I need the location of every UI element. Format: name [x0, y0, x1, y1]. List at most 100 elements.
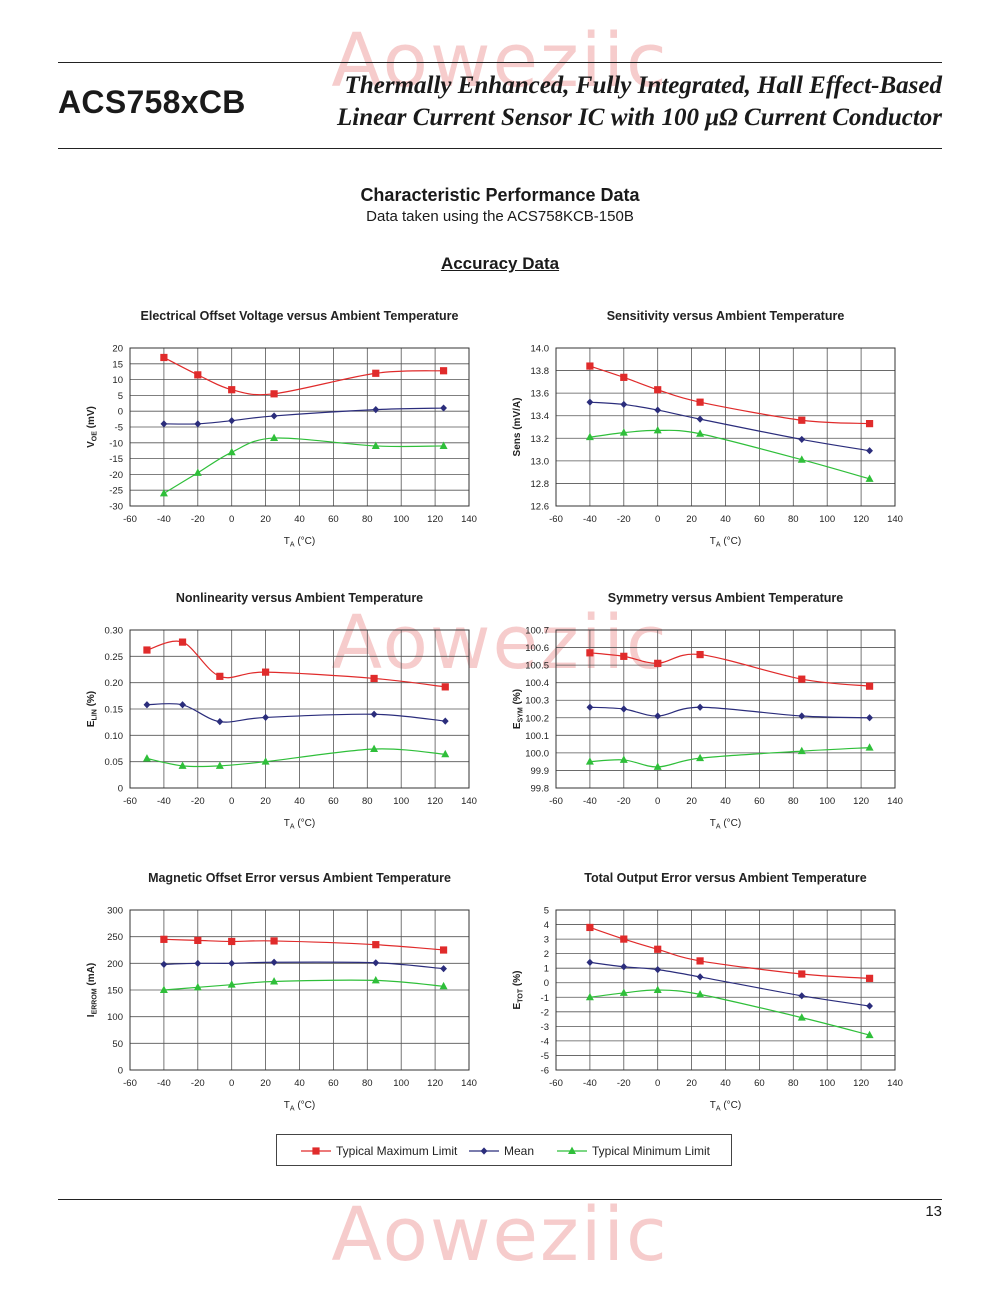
data-point-max [696, 650, 704, 659]
series-line-min [163, 437, 444, 494]
data-point-max [270, 390, 278, 398]
x-tick-label: 140 [461, 796, 477, 807]
data-point-mean [866, 447, 873, 455]
data-point-min [797, 455, 806, 463]
y-axis-label-unit: (%) [512, 689, 523, 707]
legend-svg: Typical Maximum Limit Mean Typical Minimum… [301, 1144, 711, 1158]
section-title: Characteristic Performance Data [360, 185, 640, 205]
data-point-mean [441, 717, 449, 725]
y-axis-label-main: V [86, 441, 97, 448]
data-point-min [619, 428, 628, 436]
y-tick-label: -25 [109, 486, 123, 497]
x-tick-label: 20 [686, 514, 697, 525]
chart-title: Magnetic Offset Error versus Ambient Tem… [148, 871, 451, 885]
y-tick-label: 100.3 [525, 696, 549, 707]
data-point-max [194, 936, 202, 944]
y-axis-label-unit: (mV) [86, 406, 97, 431]
y-tick-label: 0.25 [105, 652, 124, 663]
y-tick-label: 100 [107, 1012, 123, 1023]
x-tick-label: 100 [393, 796, 409, 807]
y-tick-label: 200 [107, 959, 123, 970]
data-point-mean [179, 701, 186, 709]
x-tick-label: 40 [294, 1078, 305, 1089]
data-point-min [865, 474, 874, 482]
data-point-max [865, 682, 874, 690]
y-axis-label-main: E [512, 722, 523, 729]
data-point-min [696, 989, 705, 998]
x-tick-label: 0 [655, 514, 660, 525]
data-point-min [159, 488, 168, 497]
x-axis-label-main: T [710, 536, 716, 547]
y-tick-label: 13.0 [531, 456, 550, 467]
plot-frame [129, 629, 470, 789]
y-tick-label: 100.5 [525, 661, 549, 672]
y-tick-label: 0 [544, 978, 549, 989]
chart-3: Nonlinearity versus Ambient Temperature -… [86, 591, 477, 831]
y-axis-label: ESYM (%) [512, 689, 525, 729]
y-tick-label: 3 [544, 935, 549, 946]
data-point-min [696, 753, 705, 762]
y-axis-label: VOE (mV) [86, 406, 99, 448]
x-axis-label: TA (°C) [284, 1100, 315, 1113]
x-tick-label: 20 [260, 514, 271, 525]
y-tick-label: -5 [115, 423, 123, 434]
data-point-max [798, 970, 806, 978]
data-point-min [585, 992, 594, 1001]
x-tick-label: -20 [191, 514, 205, 525]
x-tick-label: -20 [191, 1078, 205, 1089]
y-tick-label: -15 [109, 454, 123, 465]
x-axis-label-main: T [284, 1100, 290, 1111]
x-axis-label-sub: A [290, 542, 295, 549]
plot-frame [555, 629, 896, 789]
x-tick-label: 80 [362, 796, 373, 807]
chart-title: Symmetry versus Ambient Temperature [608, 591, 844, 605]
x-tick-label: -40 [157, 514, 171, 525]
data-point-max [262, 668, 270, 676]
x-tick-label: -40 [157, 796, 171, 807]
y-axis-label-unit: (%) [512, 971, 523, 989]
x-tick-label: -60 [549, 514, 563, 525]
data-point-mean [216, 718, 224, 726]
data-point-min [439, 441, 448, 449]
data-point-max [194, 371, 202, 379]
x-tick-label: -20 [617, 796, 631, 807]
x-tick-label: 120 [853, 514, 869, 525]
data-point-mean [798, 992, 806, 1000]
data-point-max [586, 362, 594, 370]
series-line-min [146, 748, 446, 768]
data-point-max [228, 937, 236, 946]
x-axis-label-main: T [710, 818, 716, 829]
y-tick-label: 15 [112, 359, 123, 370]
data-point-max [620, 373, 628, 381]
data-point-min [865, 743, 874, 751]
series-line-mean [589, 961, 870, 1007]
data-point-mean [372, 959, 380, 967]
x-axis-label: TA (°C) [710, 1100, 741, 1113]
y-tick-label: 10 [112, 375, 123, 386]
x-tick-label: 100 [819, 796, 835, 807]
x-tick-label: -40 [583, 1078, 597, 1089]
data-point-min [653, 425, 662, 434]
x-axis-label-unit: (°C) [295, 818, 316, 829]
series-line-mean [589, 401, 870, 452]
x-tick-label: 40 [720, 796, 731, 807]
y-tick-label: 150 [107, 986, 123, 997]
data-point-mean [798, 435, 806, 444]
y-axis-label-sub: ERROM [92, 988, 99, 1014]
data-point-max [865, 420, 874, 428]
y-tick-label: 100.7 [525, 626, 549, 637]
y-axis-label-sub: SYM [518, 707, 525, 722]
page-number: 13 [925, 1203, 942, 1220]
data-point-mean [270, 958, 278, 966]
x-tick-label: 20 [260, 1078, 271, 1089]
x-tick-label: 80 [788, 796, 799, 807]
x-tick-label: 80 [788, 1078, 799, 1089]
x-axis-label-sub: A [716, 1106, 721, 1113]
data-point-min [270, 977, 279, 985]
y-tick-label: 0 [118, 784, 123, 795]
data-point-max [620, 935, 628, 943]
data-point-max [654, 659, 662, 667]
series-line-max [163, 356, 444, 396]
data-point-max [798, 416, 806, 424]
x-tick-label: 120 [853, 796, 869, 807]
